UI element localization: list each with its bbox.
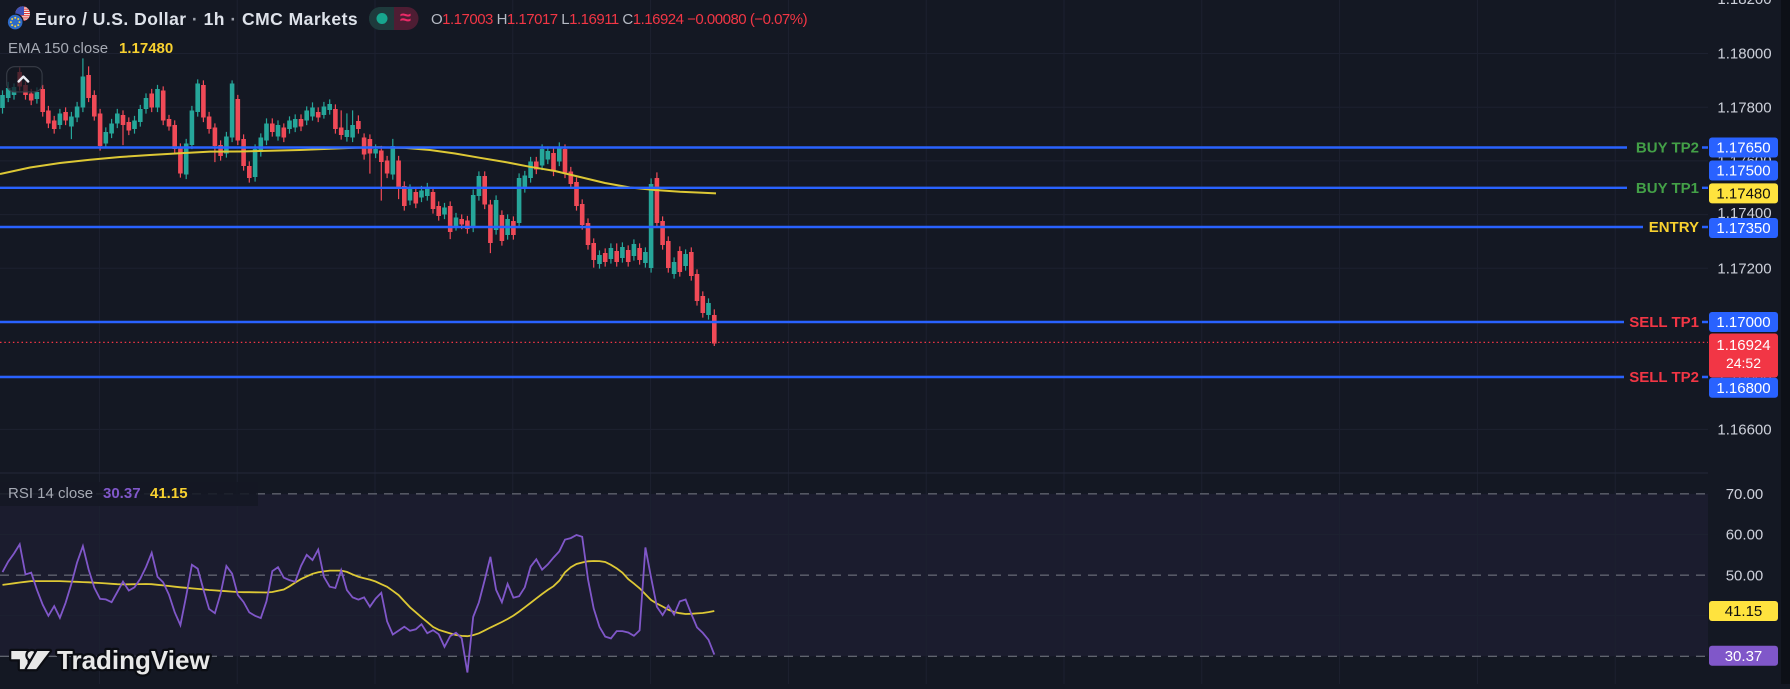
svg-text:BUY TP2: BUY TP2 bbox=[1636, 140, 1699, 157]
svg-text:BUY TP1: BUY TP1 bbox=[1636, 180, 1699, 197]
svg-text:70.00: 70.00 bbox=[1726, 486, 1764, 503]
svg-text:1.17200: 1.17200 bbox=[1717, 261, 1771, 278]
svg-text:1.17800: 1.17800 bbox=[1717, 99, 1771, 116]
svg-text:1.17350: 1.17350 bbox=[1716, 220, 1770, 237]
svg-text:41.15: 41.15 bbox=[150, 485, 188, 502]
svg-text:1.16924: 1.16924 bbox=[1716, 337, 1770, 354]
svg-text:1.17500: 1.17500 bbox=[1716, 163, 1770, 180]
svg-text:1.17650: 1.17650 bbox=[1716, 140, 1770, 157]
svg-text:O1.17003 H1.17017 L1.16911 C1.: O1.17003 H1.17017 L1.16911 C1.16924 −0.0… bbox=[431, 11, 808, 28]
svg-text:1.18000: 1.18000 bbox=[1717, 46, 1771, 63]
svg-text:SELL TP1: SELL TP1 bbox=[1629, 314, 1699, 331]
svg-text:1.18200: 1.18200 bbox=[1717, 0, 1771, 8]
svg-text:≈: ≈ bbox=[400, 7, 411, 29]
svg-text:1.17480: 1.17480 bbox=[1716, 186, 1770, 203]
svg-text:ENTRY: ENTRY bbox=[1649, 219, 1699, 236]
svg-text:60.00: 60.00 bbox=[1726, 527, 1764, 544]
svg-text:24:52: 24:52 bbox=[1726, 355, 1761, 371]
svg-text:1.16600: 1.16600 bbox=[1717, 422, 1771, 439]
svg-text:SELL TP2: SELL TP2 bbox=[1629, 369, 1699, 386]
svg-text:41.15: 41.15 bbox=[1725, 603, 1763, 620]
svg-text:30.37: 30.37 bbox=[1725, 648, 1763, 665]
svg-text:1.17000: 1.17000 bbox=[1716, 314, 1770, 331]
svg-text:50.00: 50.00 bbox=[1726, 567, 1764, 584]
svg-text:1.17480: 1.17480 bbox=[119, 40, 173, 57]
svg-text:TradingView: TradingView bbox=[57, 645, 210, 675]
svg-text:Euro / U.S. Dollar · 1h · CMC: Euro / U.S. Dollar · 1h · CMC Markets bbox=[35, 9, 358, 29]
svg-text:1.16800: 1.16800 bbox=[1716, 380, 1770, 397]
svg-text:30.37: 30.37 bbox=[103, 485, 141, 502]
svg-text:RSI 14 close: RSI 14 close bbox=[8, 485, 93, 502]
svg-text:EMA 150 close: EMA 150 close bbox=[8, 40, 108, 57]
svg-text:1.17400: 1.17400 bbox=[1717, 205, 1771, 222]
